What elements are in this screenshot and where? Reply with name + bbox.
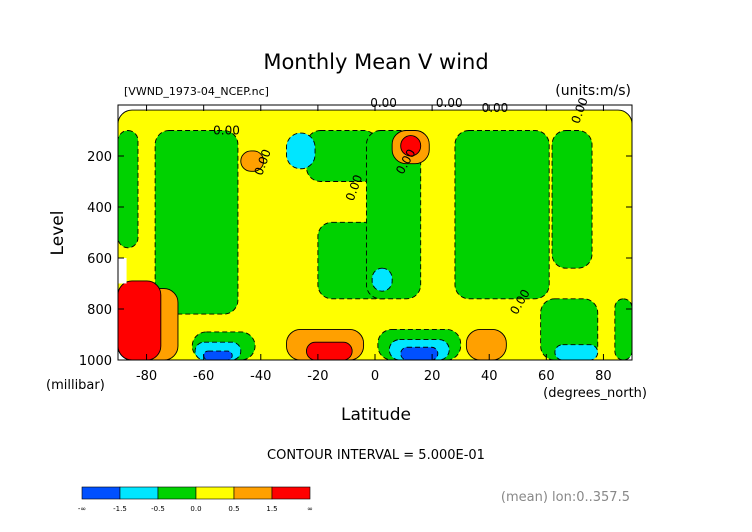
contour-region-8 — [551, 130, 593, 269]
colorbar-swatch-3 — [157, 486, 197, 500]
contour-region-13 — [286, 132, 316, 170]
x-tick-label-3: -40 — [250, 369, 271, 384]
colorbar-label-3: -0.5 — [151, 505, 165, 513]
zero-contour-label-3: 0.00 — [482, 101, 509, 115]
x-tick-label-5: 0 — [371, 369, 379, 384]
zero-contour-label-2: 0.00 — [436, 96, 463, 110]
contour-interval-text: CONTOUR INTERVAL = 5.000E-01 — [267, 448, 485, 463]
colorbar-label-7: ∞ — [307, 505, 313, 513]
x-tick-label-8: 60 — [538, 369, 555, 384]
zero-contour-label-5: 0.00 — [213, 123, 240, 137]
colorbar-swatch-5 — [233, 486, 273, 500]
x-tick-label-1: -80 — [136, 369, 157, 384]
colorbar-label-5: 0.5 — [228, 505, 239, 513]
colorbar-label-2: -1.5 — [113, 505, 127, 513]
y-tick-label-4: 800 — [87, 303, 112, 318]
colorbar-swatch-1 — [81, 486, 121, 500]
colorbar-swatch-4 — [195, 486, 235, 500]
x-tick-label-6: 20 — [424, 369, 441, 384]
plot-area: -80 -60 -40 -20 0 20 40 60 80 200 400 600 800 1000 0.0… — [79, 96, 633, 384]
contour-region-24 — [465, 328, 507, 360]
units-label: (units:m/s) — [555, 83, 631, 99]
colorbar-label-6: 1.5 — [266, 505, 277, 513]
y-tick-label-5: 1000 — [79, 354, 112, 369]
contour-field — [118, 109, 632, 360]
x-tick-label-9: 80 — [595, 369, 612, 384]
y-tick-label-2: 400 — [87, 201, 112, 216]
contour-region-18 — [203, 350, 233, 360]
x-tick-label-7: 40 — [481, 369, 498, 384]
y-tick-label-1: 200 — [87, 150, 112, 165]
contour-region-19 — [400, 346, 439, 360]
missing-data-area — [118, 258, 127, 284]
contour-region-25 — [118, 280, 162, 360]
contour-region-17 — [371, 267, 393, 292]
y-tick-label-3: 600 — [87, 252, 112, 267]
colorbar: -∞ -1.5 -0.5 0.0 0.5 1.5 ∞ — [78, 486, 313, 513]
contour-region-10 — [614, 298, 632, 360]
colorbar-swatch-2 — [119, 486, 159, 500]
colorbar-label-4: 0.0 — [190, 505, 201, 513]
colorbar-label-1: -∞ — [78, 505, 86, 513]
contour-region-6 — [365, 130, 422, 300]
colorbar-swatch-6 — [271, 486, 311, 500]
x-unit-label: (degrees_north) — [543, 386, 647, 401]
x-tick-label-4: -20 — [307, 369, 328, 384]
contour-region-7 — [454, 130, 550, 300]
contour-region-3 — [154, 130, 239, 315]
chart-title: Monthly Mean V wind — [263, 50, 488, 74]
x-axis-label: Latitude — [341, 405, 411, 425]
file-label: [VWND_1973-04_NCEP.nc] — [124, 85, 269, 98]
y-axis-label: Level — [48, 211, 68, 256]
y-unit-label: (millibar) — [46, 378, 105, 393]
zero-contour-label-1: 0.00 — [370, 96, 397, 110]
contour-region-20 — [240, 150, 265, 172]
contour-region-2 — [118, 130, 139, 249]
mean-longitude-text: (mean) lon:0..357.5 — [501, 490, 630, 505]
contour-region-27 — [400, 135, 422, 157]
x-tick-label-2: -60 — [193, 369, 214, 384]
contour-region-26 — [306, 341, 353, 360]
contour-region-16 — [554, 344, 599, 360]
